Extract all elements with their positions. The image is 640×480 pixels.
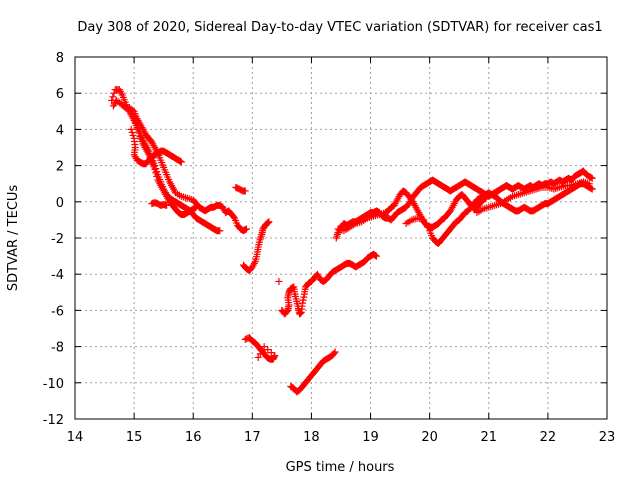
data-point xyxy=(129,131,137,139)
x-tick-label: 23 xyxy=(599,430,616,445)
x-tick-label: 15 xyxy=(126,430,143,445)
x-tick-label: 18 xyxy=(303,430,320,445)
data-point xyxy=(587,174,595,182)
data-point xyxy=(371,251,379,259)
data-point xyxy=(128,128,136,136)
data-point xyxy=(192,203,200,211)
data-point xyxy=(267,349,275,357)
x-axis-title: GPS time / hours xyxy=(286,460,395,475)
data-point xyxy=(110,89,118,97)
data-point xyxy=(134,125,142,133)
data-point xyxy=(422,220,430,228)
data-point xyxy=(587,185,595,193)
plot-frame xyxy=(74,56,608,420)
data-point xyxy=(241,187,249,195)
data-point xyxy=(256,350,264,358)
data-point xyxy=(588,185,596,193)
data-point xyxy=(588,174,596,182)
data-point xyxy=(242,225,250,233)
x-tick-labels: 14 15 16 17 18 19 20 21 22 23 xyxy=(67,430,616,445)
data-point xyxy=(177,158,185,166)
data-point xyxy=(152,169,160,177)
data-point xyxy=(260,343,268,351)
chart-title: Day 308 of 2020, Sidereal Day-to-day VTE… xyxy=(77,20,602,35)
y-axis-title: SDTVAR / TECUs xyxy=(6,185,21,292)
y-tick-label: 0 xyxy=(56,196,64,211)
y-tick-label: 8 xyxy=(56,51,64,66)
y-tick-label: 2 xyxy=(56,160,64,175)
x-tick-label: 17 xyxy=(244,430,261,445)
x-tick-label: 16 xyxy=(185,430,202,445)
data-point xyxy=(372,252,380,260)
data-point xyxy=(133,122,141,130)
data-point xyxy=(271,352,279,360)
data-point xyxy=(330,349,338,357)
x-tick-label: 20 xyxy=(421,430,438,445)
y-tick-label: -12 xyxy=(43,413,64,428)
y-tick-label: -4 xyxy=(51,268,64,283)
x-tick-label: 21 xyxy=(481,430,498,445)
y-tick-label: 6 xyxy=(56,87,64,102)
data-point xyxy=(127,125,135,133)
data-points xyxy=(108,86,596,396)
y-tick-label: -10 xyxy=(43,377,64,392)
data-point xyxy=(283,308,291,316)
x-tick-label: 22 xyxy=(540,430,557,445)
data-point xyxy=(331,348,339,356)
y-tick-labels: -12 -10 -8 -6 -4 -2 0 2 4 6 8 xyxy=(43,51,64,428)
data-point xyxy=(254,353,262,361)
data-point xyxy=(129,106,137,114)
data-point xyxy=(153,172,161,180)
data-point xyxy=(275,277,283,285)
x-tick-label: 14 xyxy=(67,430,84,445)
data-point xyxy=(230,213,238,221)
data-point xyxy=(151,165,159,173)
y-tick-label: -2 xyxy=(51,232,64,247)
data-point xyxy=(258,346,266,354)
grid-lines xyxy=(75,57,607,419)
data-point xyxy=(216,227,224,235)
data-point xyxy=(191,204,199,212)
data-point xyxy=(135,129,143,137)
y-tick-label: -8 xyxy=(51,341,64,356)
y-tick-label: 4 xyxy=(56,123,64,138)
data-point xyxy=(420,216,428,224)
data-point xyxy=(241,226,249,234)
data-point xyxy=(264,346,272,354)
data-point xyxy=(265,218,273,226)
data-point xyxy=(176,157,184,165)
data-point xyxy=(424,223,432,231)
x-tick-label: 19 xyxy=(362,430,379,445)
data-point xyxy=(109,93,117,101)
data-point xyxy=(163,201,171,209)
data-point xyxy=(585,180,593,188)
y-tick-label: -6 xyxy=(51,304,64,319)
